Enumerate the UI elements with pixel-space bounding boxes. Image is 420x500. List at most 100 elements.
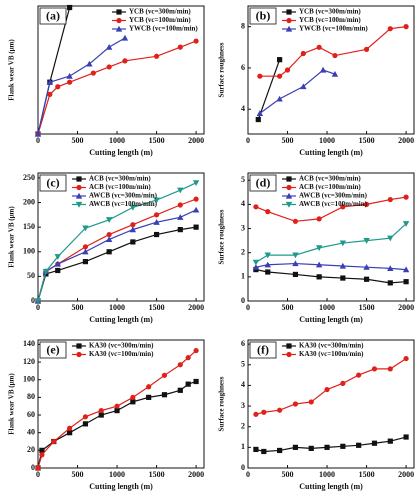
marker <box>253 446 259 453</box>
x-axis-label: Cutting length (m) <box>299 315 363 324</box>
y-tick-label: 0 <box>241 463 245 472</box>
x-tick-label: 1000 <box>319 136 335 145</box>
y-tick-label: 6 <box>241 339 245 348</box>
marker <box>252 259 260 266</box>
marker <box>292 218 299 224</box>
x-tick-label: 500 <box>72 136 84 145</box>
y-tick-label: 4 <box>241 380 245 389</box>
marker <box>193 38 199 44</box>
marker <box>324 444 330 450</box>
marker <box>277 73 283 79</box>
legend-label: KA30 (vc=300m/min) <box>89 342 154 350</box>
marker <box>308 399 314 405</box>
y-tick-label: 4 <box>241 104 245 113</box>
legend-marker <box>286 343 292 349</box>
x-tick-label: 500 <box>282 136 294 145</box>
x-tick-label: 1500 <box>359 470 375 479</box>
marker <box>67 4 73 11</box>
marker <box>146 384 152 390</box>
marker <box>340 275 346 281</box>
series-line <box>255 196 407 222</box>
legend-marker <box>285 192 293 199</box>
panel: 0 500 1000 1500 2000 0 1 2 3 4 5 6 Cutting length (m… <box>218 339 415 491</box>
y-tick-label: 80 <box>27 392 35 401</box>
marker <box>277 447 283 454</box>
y-tick-label: 3 <box>241 401 245 410</box>
marker <box>253 411 259 417</box>
y-tick-label: 20 <box>27 445 35 454</box>
x-tick-label: 1500 <box>359 136 375 145</box>
legend-label: AWCB (vc=300m/min) <box>299 192 368 200</box>
x-axis-label: Cutting length (m) <box>89 148 153 157</box>
legend-label: YCB (vc=300m/min) <box>299 8 361 16</box>
legend-label: ACB (vc=300m/min) <box>299 175 361 183</box>
marker <box>265 209 271 215</box>
marker <box>35 465 41 471</box>
y-tick-label: 50 <box>27 271 35 280</box>
x-tick-label: 1000 <box>319 470 335 479</box>
marker <box>177 202 183 208</box>
x-tick-label: 500 <box>72 470 84 479</box>
x-tick-label: 500 <box>72 303 84 312</box>
y-tick-label: 2 <box>241 248 245 257</box>
x-tick-label: 1000 <box>109 136 125 145</box>
legend-marker <box>286 184 292 191</box>
marker <box>177 362 183 368</box>
x-tick-label: 500 <box>282 470 294 479</box>
legend-label: ACB (vc=100m/min) <box>89 183 151 191</box>
x-tick-label: 1000 <box>109 303 125 312</box>
marker <box>387 235 394 242</box>
series-line <box>255 262 407 271</box>
plot-frame <box>247 172 415 302</box>
marker <box>153 53 160 59</box>
marker <box>153 212 160 218</box>
marker <box>363 238 370 244</box>
series-line <box>37 226 197 302</box>
panel-label: (d) <box>256 175 271 189</box>
marker <box>331 70 339 77</box>
marker <box>340 443 346 449</box>
marker <box>387 196 393 203</box>
legend-label: AWCB (vc=300m/min) <box>89 192 158 200</box>
marker <box>82 244 89 250</box>
marker <box>153 231 160 238</box>
marker <box>316 274 322 280</box>
legend-marker <box>116 9 122 15</box>
marker <box>193 224 199 230</box>
marker <box>121 34 129 41</box>
legend-label: YWCB (vc=100m/min) <box>129 25 198 33</box>
legend-marker <box>285 201 293 208</box>
marker <box>277 407 283 413</box>
x-axis-label: Cutting length (m) <box>89 315 153 324</box>
marker <box>284 67 291 73</box>
series-line <box>37 40 197 135</box>
series-line <box>37 198 197 302</box>
legend-marker <box>285 25 293 32</box>
x-tick-label: 0 <box>36 136 40 145</box>
marker <box>256 110 264 116</box>
panel-label-box <box>39 174 67 192</box>
marker <box>129 226 137 233</box>
marker <box>130 239 136 245</box>
marker <box>319 66 327 73</box>
marker <box>177 387 183 393</box>
marker <box>54 260 61 267</box>
marker <box>129 204 137 211</box>
x-tick-label: 500 <box>282 303 294 312</box>
marker <box>363 201 370 207</box>
marker <box>403 355 409 362</box>
marker <box>106 231 112 238</box>
marker <box>67 430 73 436</box>
y-axis-label: Flank wear VB (μm) <box>8 39 16 101</box>
panel-label: (e) <box>46 342 59 356</box>
x-tick-label: 2000 <box>188 303 204 312</box>
x-tick-label: 1500 <box>149 303 165 312</box>
marker <box>292 401 299 407</box>
legend-label: KA30 (vc=100m/min) <box>299 350 364 358</box>
y-tick-label: 2 <box>241 422 245 431</box>
legend-label: KA30 (vc=300m/min) <box>299 342 364 350</box>
panel: 0 500 1000 1500 2000 Cutting length (m) Flank … <box>8 4 205 157</box>
marker <box>403 434 409 440</box>
marker <box>387 265 394 271</box>
